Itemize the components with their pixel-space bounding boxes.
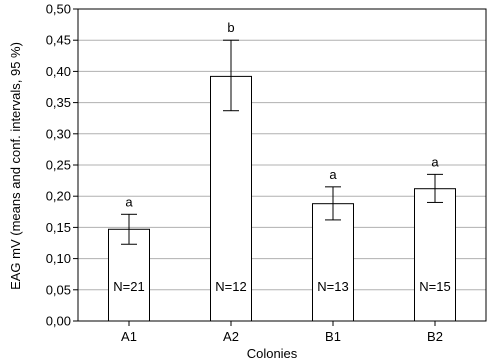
significance-letter: a — [431, 154, 439, 169]
x-tick-label: A2 — [223, 329, 239, 344]
significance-letter: b — [227, 20, 234, 35]
y-tick-label: 0,45 — [46, 33, 71, 48]
significance-letter: a — [329, 167, 337, 182]
plot-frame — [77, 8, 487, 322]
y-tick-label: 0,15 — [46, 220, 71, 235]
bar-a2 — [210, 75, 252, 322]
y-tick-label: 0,10 — [46, 251, 71, 266]
y-axis-title: EAG mV (means and conf. intervals, 95 %) — [8, 42, 23, 290]
sample-size-label: N=13 — [317, 279, 348, 294]
bars — [108, 75, 456, 322]
bar-b1 — [312, 203, 354, 322]
y-tick-label: 0,40 — [46, 64, 71, 79]
sample-size-label: N=21 — [113, 279, 144, 294]
y-tick-label: 0,20 — [46, 189, 71, 204]
sample-size-label: N=12 — [215, 279, 246, 294]
x-tick-label: B1 — [325, 329, 341, 344]
x-axis-title: Colonies — [247, 346, 298, 361]
x-tick-label: A1 — [121, 329, 137, 344]
axes: 0,00 0,05 0,10 0,15 0,20 0,25 0,30 0,35 0,40 0,45… — [46, 2, 487, 329]
labels: A1 a N=21 A2 b N=12 B1 a N=13 B2 a N=15 — [113, 20, 450, 344]
error-bars — [121, 39, 443, 245]
bar-b2 — [414, 188, 456, 322]
y-tick-label: 0,25 — [46, 158, 71, 173]
y-tick-label: 0,30 — [46, 126, 71, 141]
significance-letter: a — [125, 194, 133, 209]
sample-size-label: N=15 — [419, 279, 450, 294]
y-tick-label: 0,05 — [46, 282, 71, 297]
y-tick-label: 0,00 — [46, 314, 71, 329]
y-tick-label: 0,35 — [46, 95, 71, 110]
x-tick-label: B2 — [427, 329, 443, 344]
y-tick-label: 0,50 — [46, 2, 71, 17]
